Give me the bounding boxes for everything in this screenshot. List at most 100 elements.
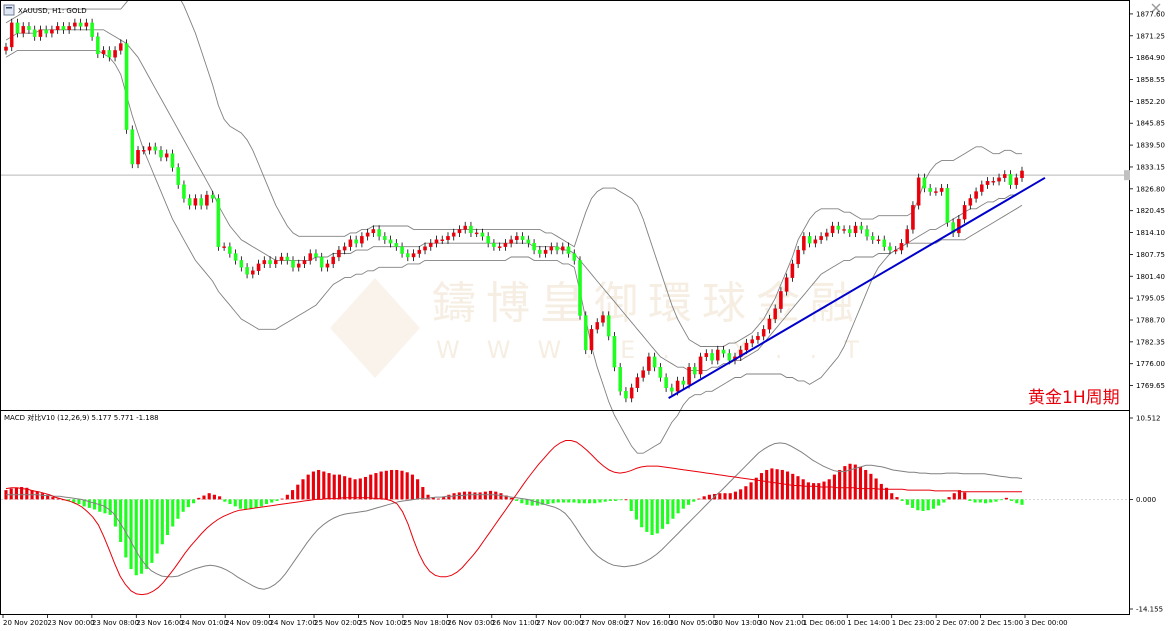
macd-bar-negative [983,499,988,504]
macd-bar-negative [259,499,263,507]
macd-bar-positive [869,473,873,500]
bull-candle [589,329,594,351]
price-pane[interactable] [1,0,1129,454]
bull-candle [601,315,605,323]
bear-candle [727,353,732,361]
bear-candle [199,198,203,206]
macd-bar-positive [947,497,951,500]
bull-candle [164,153,169,158]
bull-candle [916,177,921,206]
time-tick-label: 25 Nov 02:00 [314,619,361,627]
bear-candle [945,187,950,223]
macd-bar-negative [155,499,159,554]
bear-candle [526,239,531,244]
current-price-marker [1124,170,1130,181]
macd-bar-positive [218,496,222,500]
price-tick-label: 1839.50 [1136,142,1165,150]
macd-bar-negative [686,499,691,505]
bull-candle [423,246,427,251]
macd-bar-positive [285,494,289,500]
window-controls: XAUUSD, H1: GOLD MACD 对比V10 (12,26,9) 5.… [3,3,1161,422]
bull-candle [417,249,422,254]
macd-bar-negative [968,499,972,501]
macd-bar-negative [1015,499,1019,504]
macd-bar-positive [759,473,764,500]
bear-candle [27,26,31,30]
bull-candle [451,232,456,237]
macd-bar-positive [301,479,305,500]
macd-bar-positive [697,498,701,500]
macd-bar-positive [9,488,13,500]
macd-bar-positive [775,469,779,500]
price-axis: 1877.60 1871.25 1864.90 1858.55 1852.20 1845.… [1124,10,1165,390]
macd-bar-positive [702,496,706,500]
macd-bar-negative [1010,499,1014,501]
price-tick-label: 1871.25 [1136,32,1165,40]
macd-bar-negative [525,499,529,505]
window-menu-icon[interactable] [3,4,15,16]
macd-pane[interactable] [1,440,1129,596]
macd-bar-negative [598,499,602,503]
macd-bar-positive [838,469,842,500]
macd-bar-positive [348,477,352,500]
macd-bar-negative [556,499,560,503]
macd-bar-positive [369,474,373,500]
bull-candle [503,243,508,247]
macd-axis: 10.512 0.000 -14.155 [1129,415,1163,614]
bull-candle [715,349,720,361]
time-tick-label: 25 Nov 18:00 [403,619,450,627]
macd-bar-positive [822,481,826,500]
bull-candle [802,236,806,251]
macd-bar-positive [739,489,743,500]
macd-bar-negative [72,499,76,503]
macd-bar-negative [171,499,175,527]
macd-bar-positive [884,487,889,500]
bull-candle [325,263,330,268]
macd-bar-positive [957,490,962,500]
bear-candle [486,236,490,244]
macd-main-line [5,440,1022,596]
macd-bar-negative [692,499,696,502]
macd-bar-positive [384,470,388,500]
bull-candle [1003,174,1007,179]
close-icon[interactable] [1151,3,1161,13]
bear-candle [652,356,657,368]
annotation-label: 黄金1H周期 [1028,388,1120,408]
bear-candle [951,222,955,234]
time-tick-label: 27 Nov 00:00 [536,619,583,627]
bull-candle [205,194,209,206]
macd-bar-negative [93,499,97,510]
macd-bar-positive [56,498,60,500]
price-tick-label: 1852.20 [1136,98,1165,106]
price-tick-label: 1845.85 [1136,120,1165,128]
macd-bar-positive [291,490,295,500]
macd-bar-positive [343,476,347,500]
macd-bar-negative [530,499,534,506]
price-tick-label: 1776.00 [1136,360,1165,368]
macd-bar-positive [499,493,503,500]
bull-candle [67,26,71,30]
bear-candle [469,225,473,234]
bull-candle [939,187,944,192]
macd-bar-negative [541,499,545,505]
macd-bar-negative [911,499,915,508]
bull-candle [428,243,433,247]
macd-bar-positive [812,483,816,500]
time-tick-label: 20 Nov 2020 [3,619,48,627]
macd-bar-positive [202,495,206,500]
macd-bar-positive [864,469,868,500]
macd-bar-positive [504,495,508,500]
bull-candle [647,356,651,371]
bull-candle [337,249,341,258]
macd-bar-negative [113,499,117,527]
macd-bar-positive [796,476,800,500]
macd-title: MACD 对比V10 (12,26,9) 5.177 5.771 -1.188 [4,413,159,422]
bear-candle [90,22,94,37]
macd-bar-negative [676,499,680,514]
bull-candle [980,184,984,192]
macd-bar-negative [145,499,149,570]
bear-candle [15,22,20,34]
macd-bar-positive [858,466,863,500]
macd-bar-negative [249,499,253,509]
